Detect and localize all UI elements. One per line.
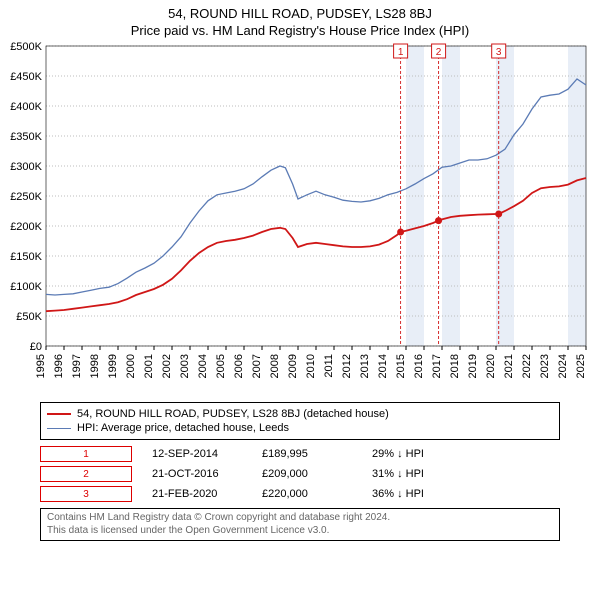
- svg-text:£200K: £200K: [10, 221, 42, 233]
- svg-text:2004: 2004: [197, 354, 209, 378]
- svg-text:2020: 2020: [485, 354, 497, 378]
- legend: 54, ROUND HILL ROAD, PUDSEY, LS28 8BJ (d…: [40, 402, 560, 440]
- svg-text:2007: 2007: [251, 354, 263, 378]
- svg-text:£350K: £350K: [10, 131, 42, 143]
- svg-text:2019: 2019: [467, 354, 479, 378]
- svg-text:2025: 2025: [575, 354, 587, 378]
- svg-text:3: 3: [496, 47, 502, 58]
- sale-row: 3 21-FEB-2020 £220,000 36% ↓ HPI: [40, 484, 560, 504]
- svg-text:1996: 1996: [53, 354, 65, 378]
- legend-item-property: 54, ROUND HILL ROAD, PUDSEY, LS28 8BJ (d…: [47, 407, 553, 421]
- sale-delta: 31% ↓ HPI: [372, 468, 462, 480]
- svg-text:1998: 1998: [89, 354, 101, 378]
- svg-text:2013: 2013: [359, 354, 371, 378]
- sale-price: £209,000: [262, 468, 352, 480]
- legend-label-property: 54, ROUND HILL ROAD, PUDSEY, LS28 8BJ (d…: [77, 408, 389, 420]
- svg-text:£250K: £250K: [10, 191, 42, 203]
- svg-text:£0: £0: [30, 341, 42, 353]
- sale-marker-icon: 1: [40, 446, 132, 462]
- svg-text:2008: 2008: [269, 354, 281, 378]
- svg-text:2006: 2006: [233, 354, 245, 378]
- svg-text:2016: 2016: [413, 354, 425, 378]
- svg-text:2012: 2012: [341, 354, 353, 378]
- sales-table: 1 12-SEP-2014 £189,995 29% ↓ HPI 2 21-OCT-201…: [40, 444, 560, 504]
- chart-title: 54, ROUND HILL ROAD, PUDSEY, LS28 8BJ: [0, 6, 600, 21]
- footer-license: Contains HM Land Registry data © Crown c…: [40, 508, 560, 541]
- svg-text:£100K: £100K: [10, 281, 42, 293]
- svg-text:£50K: £50K: [16, 311, 42, 323]
- sale-date: 21-FEB-2020: [152, 488, 242, 500]
- sale-price: £189,995: [262, 448, 352, 460]
- svg-text:2009: 2009: [287, 354, 299, 378]
- sale-price: £220,000: [262, 488, 352, 500]
- svg-text:£400K: £400K: [10, 101, 42, 113]
- svg-text:2021: 2021: [503, 354, 515, 378]
- price-chart: £0 £50K £100K £150K £200K £250K £300K £350K £400…: [0, 38, 600, 398]
- svg-text:2015: 2015: [395, 354, 407, 378]
- svg-text:2005: 2005: [215, 354, 227, 378]
- svg-text:2024: 2024: [557, 354, 569, 378]
- svg-text:2023: 2023: [539, 354, 551, 378]
- sale-date: 21-OCT-2016: [152, 468, 242, 480]
- svg-text:£450K: £450K: [10, 71, 42, 83]
- svg-text:2018: 2018: [449, 354, 461, 378]
- svg-text:2022: 2022: [521, 354, 533, 378]
- sale-row: 2 21-OCT-2016 £209,000 31% ↓ HPI: [40, 464, 560, 484]
- footer-line2: This data is licensed under the Open Gov…: [47, 525, 329, 536]
- svg-text:1995: 1995: [35, 354, 47, 378]
- svg-text:2002: 2002: [161, 354, 173, 378]
- svg-text:2011: 2011: [323, 354, 335, 378]
- sale-delta: 36% ↓ HPI: [372, 488, 462, 500]
- footer-line1: Contains HM Land Registry data © Crown c…: [47, 512, 390, 523]
- legend-swatch-property: [47, 413, 71, 415]
- svg-text:1999: 1999: [107, 354, 119, 378]
- svg-text:2010: 2010: [305, 354, 317, 378]
- sale-marker-icon: 3: [40, 486, 132, 502]
- sale-date: 12-SEP-2014: [152, 448, 242, 460]
- svg-text:2001: 2001: [143, 354, 155, 378]
- sale-marker-icon: 2: [40, 466, 132, 482]
- svg-text:2: 2: [436, 47, 442, 58]
- svg-text:1997: 1997: [71, 354, 83, 378]
- svg-text:2017: 2017: [431, 354, 443, 378]
- legend-label-hpi: HPI: Average price, detached house, Leed…: [77, 422, 289, 434]
- svg-text:£300K: £300K: [10, 161, 42, 173]
- svg-text:£500K: £500K: [10, 41, 42, 53]
- svg-text:2014: 2014: [377, 354, 389, 378]
- sale-row: 1 12-SEP-2014 £189,995 29% ↓ HPI: [40, 444, 560, 464]
- sale-delta: 29% ↓ HPI: [372, 448, 462, 460]
- svg-text:£150K: £150K: [10, 251, 42, 263]
- svg-text:1: 1: [398, 47, 404, 58]
- svg-text:2003: 2003: [179, 354, 191, 378]
- legend-swatch-hpi: [47, 428, 71, 429]
- legend-item-hpi: HPI: Average price, detached house, Leed…: [47, 421, 553, 435]
- svg-text:2000: 2000: [125, 354, 137, 378]
- chart-subtitle: Price paid vs. HM Land Registry's House …: [0, 23, 600, 38]
